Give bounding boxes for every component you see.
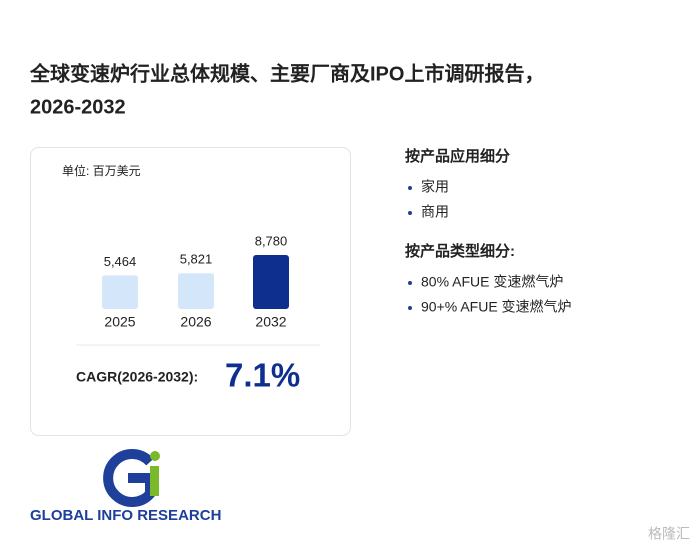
value-label: 5,821: [180, 252, 213, 267]
segment-heading: 按产品应用细分: [405, 147, 510, 165]
title: 2026-2032: [30, 96, 126, 118]
segment-item: 商用: [421, 204, 449, 220]
logo-dot: [150, 451, 160, 461]
segment-item: 家用: [421, 179, 449, 195]
category-label: 2026: [180, 314, 211, 330]
bullet: [408, 211, 412, 215]
title: 全球变速炉行业总体规模、主要厂商及IPO上市调研报告，: [29, 61, 544, 85]
cagr-label: CAGR(2026-2032):: [76, 369, 198, 385]
value-label: 8,780: [255, 233, 288, 248]
bar: [102, 275, 138, 309]
value-label: 5,464: [104, 254, 137, 269]
bullet: [408, 186, 412, 190]
logo-g: [103, 449, 155, 507]
bar: [253, 255, 289, 309]
unit-label: 单位: 百万美元: [62, 163, 141, 178]
watermark: 格隆汇: [648, 526, 690, 542]
category-label: 2032: [255, 314, 286, 330]
bar: [178, 273, 214, 309]
logo-i: [150, 466, 159, 496]
segment-heading: 按产品类型细分:: [405, 242, 515, 260]
segment-item: 80% AFUE 变速燃气炉: [421, 274, 563, 290]
bullet: [408, 281, 412, 285]
segment-item: 90+% AFUE 变速燃气炉: [421, 299, 572, 315]
logo-text: GLOBAL INFO RESEARCH: [30, 507, 221, 524]
bullet: [408, 306, 412, 310]
chart: 5,464 2025 5,821 2026 8,780 2032: [102, 233, 289, 330]
category-label: 2025: [104, 314, 135, 330]
cagr-value: 7.1%: [225, 357, 300, 394]
logo: GLOBAL INFO RESEARCH: [30, 449, 221, 524]
